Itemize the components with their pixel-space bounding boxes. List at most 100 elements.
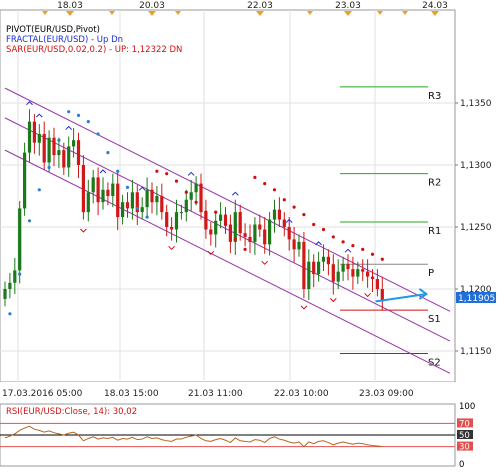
legend-pivot: PIVOT(EUR/USD,Pivot) [6, 25, 100, 35]
channel-lower-line [4, 149, 451, 374]
sar-dot [145, 215, 149, 219]
top-time-axis: 18.03 20.03 22.03 23.03 24.03 [42, 1, 448, 16]
sar-dot [331, 235, 335, 239]
bottom-time-label: 18.03 15:00 [104, 389, 159, 399]
bottom-time-axis: 17.03.2016 05:00 18.03 15:00 21.03 11:00 22… [2, 389, 414, 399]
candle-body [81, 165, 85, 213]
candle-body [380, 289, 384, 302]
candle-body [150, 189, 154, 203]
sar-dot [282, 198, 286, 202]
candle-body [223, 214, 228, 225]
fractal-up-marker [35, 113, 43, 118]
sar-dot [263, 182, 267, 186]
candlestick-series [3, 109, 384, 311]
candle-body [204, 212, 208, 230]
price-axis: 1,1350 1,1300 1,1250 1,1200 1,1150 [455, 99, 492, 357]
rsi-tick-badge [457, 418, 473, 428]
fractal-down-marker [168, 245, 175, 251]
legend-fractal: FRACTAL(EUR/USD) - Up Dn [6, 35, 123, 45]
bottom-time-label: 23.03 09:00 [359, 389, 414, 399]
sar-dot [47, 165, 51, 170]
candle-body [361, 269, 365, 272]
candle-body [23, 152, 27, 209]
pivot-label-s1: S1 [428, 314, 441, 325]
candle-body [228, 224, 232, 242]
rsi-line [4, 425, 383, 448]
fractal-up-marker [187, 171, 195, 176]
candle-body [91, 177, 95, 193]
candle-body [346, 264, 350, 270]
candle-body [179, 212, 183, 214]
time-marker-icon [344, 11, 352, 16]
sar-dot [194, 200, 198, 204]
top-time-label: 20.03 [139, 1, 165, 11]
candle-body [272, 209, 277, 220]
sar-dot [233, 237, 237, 241]
sar-dot [165, 172, 169, 176]
sar-dot [96, 132, 100, 136]
pivot-label-p: P [428, 268, 434, 279]
channel-upper-line [4, 87, 451, 312]
fractal-up-marker [26, 101, 33, 106]
time-marker-icon [256, 11, 264, 16]
y-tick-label: 1,1250 [460, 223, 492, 233]
candle-body [86, 192, 90, 213]
time-marker-icon [402, 11, 408, 15]
rsi-label: RSI(EUR/USD:Close, 14): 30,02 [6, 407, 137, 417]
y-tick-label: 1,1350 [460, 99, 492, 109]
sar-dot [292, 205, 296, 209]
fractal-up-marker [285, 218, 293, 223]
candle-body [292, 239, 296, 250]
rsi-tick-label: 0 [459, 460, 464, 470]
sar-dot [116, 169, 120, 173]
candle-body [155, 196, 159, 203]
fractal-down-marker [80, 228, 87, 233]
candle-body [189, 192, 193, 200]
rsi-tick-badge [457, 430, 473, 439]
candle-body [263, 229, 267, 245]
sar-dot [223, 222, 228, 227]
sar-dot [302, 213, 306, 217]
candle-body [219, 214, 223, 221]
horizontal-gridlines [0, 102, 455, 352]
rsi-axis: 100 70 50 30 0 [457, 402, 475, 470]
forecast-arrow-shaft [375, 292, 427, 303]
fractal-up-marker [99, 169, 107, 174]
price-panel [0, 9, 456, 383]
sar-dot [243, 247, 247, 251]
candle-body [351, 269, 355, 277]
candle-body [37, 134, 41, 143]
sar-dot [27, 219, 32, 223]
sar-dot [361, 247, 365, 251]
candle-body [52, 137, 56, 156]
sar-dot [125, 185, 130, 189]
top-time-label: 22.03 [247, 1, 273, 11]
sar-dot [184, 190, 188, 194]
sar-dot [253, 175, 257, 179]
top-time-label: 23.03 [335, 1, 361, 11]
candle-body [326, 256, 330, 265]
time-marker-icon [175, 11, 181, 15]
top-time-label: 24.03 [422, 1, 448, 11]
candle-body [8, 282, 12, 289]
candle-body [18, 208, 22, 271]
candle-body [287, 227, 291, 240]
sar-dot [351, 244, 355, 248]
sar-dot [321, 227, 326, 232]
pivot-levels: R3 R2 R1 P S1 S2 [340, 86, 441, 368]
time-marker-icon [148, 11, 156, 16]
candle-body [101, 189, 105, 203]
rsi-tick-label: 50 [459, 431, 470, 441]
candle-body [160, 196, 164, 213]
candle-body [125, 202, 130, 209]
candle-body [145, 189, 149, 208]
rsi-tick-label: 70 [459, 419, 470, 429]
rsi-tick-label: 30 [459, 443, 470, 453]
candle-body [375, 279, 379, 289]
bottom-time-label: 22.03 10:00 [274, 389, 329, 399]
candle-body [277, 209, 281, 220]
candle-body [341, 264, 345, 272]
candle-body [72, 140, 76, 147]
fractal-down-marker [364, 293, 371, 298]
candle-body [297, 241, 301, 250]
